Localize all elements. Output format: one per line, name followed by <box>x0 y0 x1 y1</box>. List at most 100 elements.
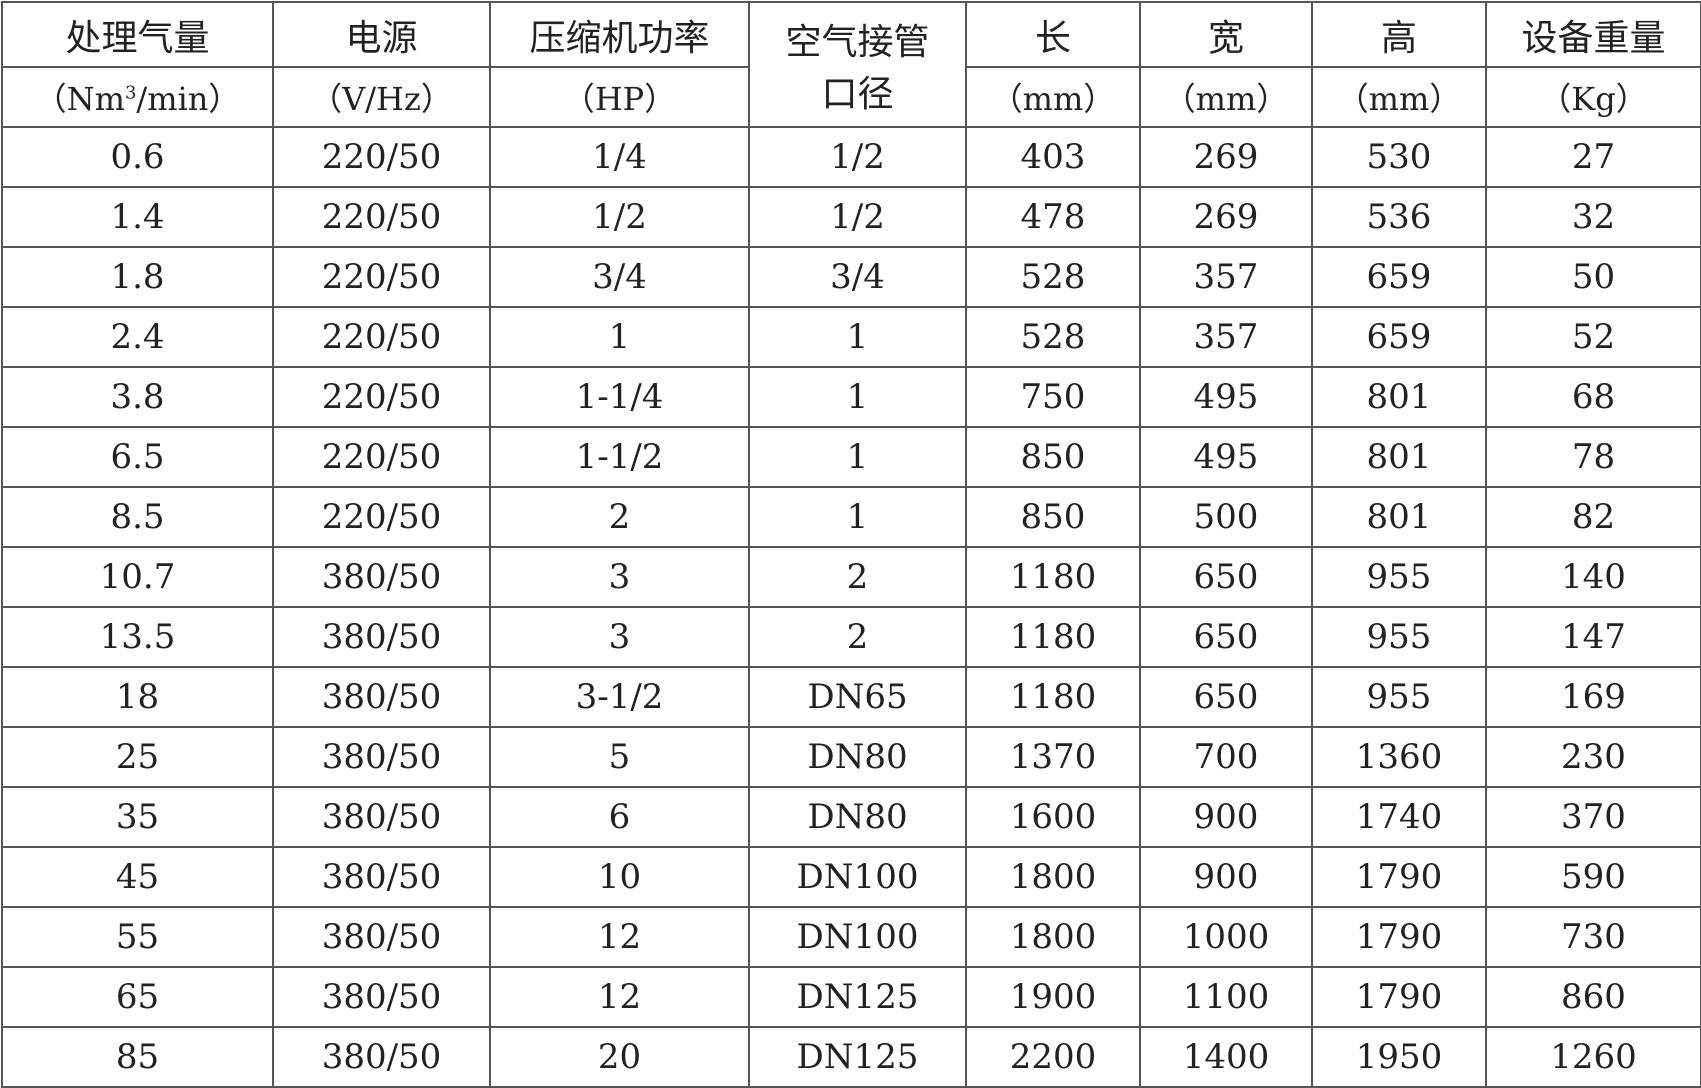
table-cell: 55 <box>1 906 274 968</box>
table-cell: DN80 <box>748 726 967 788</box>
table-row: 18 380/50 3-1/2 DN65 1180 650 955 169 <box>1 666 1701 728</box>
table-cell: 900 <box>1139 786 1313 848</box>
table-cell: 6.5 <box>1 426 274 488</box>
table-cell: 1800 <box>965 906 1141 968</box>
table-cell: 860 <box>1485 966 1701 1028</box>
unit-flow: （Nm3/min） <box>1 66 274 128</box>
table-cell: 495 <box>1139 426 1313 488</box>
table-cell: 700 <box>1139 726 1313 788</box>
unit-width: （mm） <box>1139 66 1313 128</box>
table-cell: 850 <box>965 426 1141 488</box>
table-cell: 536 <box>1311 186 1487 248</box>
table-cell: 85 <box>1 1026 274 1088</box>
table-cell: DN65 <box>748 666 967 728</box>
header-flow: 处理气量 <box>1 1 274 68</box>
table-cell: 2.4 <box>1 306 274 368</box>
table-cell: 8.5 <box>1 486 274 548</box>
table-cell: 530 <box>1311 126 1487 188</box>
table-cell: 220/50 <box>272 246 491 308</box>
table-row: 55 380/50 12 DN100 1800 1000 1790 730 <box>1 906 1701 968</box>
table-cell: 68 <box>1485 366 1701 428</box>
table-cell: 1360 <box>1311 726 1487 788</box>
table-cell: DN100 <box>748 846 967 908</box>
unit-weight: （Kg） <box>1485 66 1701 128</box>
table-cell: 1180 <box>965 606 1141 668</box>
table-cell: 590 <box>1485 846 1701 908</box>
table-cell: 10 <box>489 846 750 908</box>
table-row: 45 380/50 10 DN100 1800 900 1790 590 <box>1 846 1701 908</box>
header-air-connection-line1: 空气接管 <box>785 21 930 63</box>
table-row: 6.5 220/50 1-1/2 1 850 495 801 78 <box>1 426 1701 488</box>
table-cell: 1000 <box>1139 906 1313 968</box>
table-row: 0.6 220/50 1/4 1/2 403 269 530 27 <box>1 126 1701 188</box>
table-cell: 955 <box>1311 606 1487 668</box>
table-cell: 1790 <box>1311 906 1487 968</box>
table-cell: 6 <box>489 786 750 848</box>
table-cell: 0.6 <box>1 126 274 188</box>
table-cell: 35 <box>1 786 274 848</box>
table-cell: 1370 <box>965 726 1141 788</box>
table-cell: 750 <box>965 366 1141 428</box>
header-row: 处理气量 电源 压缩机功率 空气接管 口径 长 宽 高 设备重量 <box>1 1 1701 128</box>
header-height: 高 <box>1311 1 1487 68</box>
table-cell: 220/50 <box>272 186 491 248</box>
table-row: 35 380/50 6 DN80 1600 900 1740 370 <box>1 786 1701 848</box>
header-width: 宽 <box>1139 1 1313 68</box>
table-cell: 1740 <box>1311 786 1487 848</box>
table-row: 1.4 220/50 1/2 1/2 478 269 536 32 <box>1 186 1701 248</box>
table-cell: 380/50 <box>272 1026 491 1088</box>
table-cell: 3/4 <box>489 246 750 308</box>
header-power-supply: 电源 <box>272 1 491 68</box>
table-cell: 230 <box>1485 726 1701 788</box>
table-cell: 955 <box>1311 546 1487 608</box>
table-cell: 801 <box>1311 486 1487 548</box>
table-cell: 1/2 <box>748 126 967 188</box>
table-cell: 1180 <box>965 666 1141 728</box>
unit-flow-suffix: /min） <box>136 80 241 118</box>
table-cell: 1 <box>748 306 967 368</box>
table-cell: 380/50 <box>272 606 491 668</box>
table-cell: 955 <box>1311 666 1487 728</box>
table-cell: 1790 <box>1311 846 1487 908</box>
table-cell: 659 <box>1311 306 1487 368</box>
table-cell: 1.8 <box>1 246 274 308</box>
table-row: 8.5 220/50 2 1 850 500 801 82 <box>1 486 1701 548</box>
table-cell: 3/4 <box>748 246 967 308</box>
table-cell: DN125 <box>748 1026 967 1088</box>
table-cell: 82 <box>1485 486 1701 548</box>
table-cell: 3 <box>489 606 750 668</box>
table-cell: 380/50 <box>272 846 491 908</box>
table-row: 1.8 220/50 3/4 3/4 528 357 659 50 <box>1 246 1701 308</box>
unit-length: （mm） <box>965 66 1141 128</box>
table-row: 2.4 220/50 1 1 528 357 659 52 <box>1 306 1701 368</box>
table-cell: 220/50 <box>272 126 491 188</box>
unit-flow-prefix: （Nm <box>34 80 125 118</box>
table-cell: 52 <box>1485 306 1701 368</box>
table-cell: 10.7 <box>1 546 274 608</box>
table-cell: DN80 <box>748 786 967 848</box>
table-cell: 1260 <box>1485 1026 1701 1088</box>
table-cell: 65 <box>1 966 274 1028</box>
unit-row: （Nm3/min） （V/Hz） （HP） （mm） （mm） （mm） （Kg… <box>1 66 1701 128</box>
table-cell: 12 <box>489 906 750 968</box>
table-cell: 357 <box>1139 246 1313 308</box>
table-cell: 2 <box>489 486 750 548</box>
header-compressor-power: 压缩机功率 <box>489 1 750 68</box>
table-cell: 357 <box>1139 306 1313 368</box>
table-cell: 380/50 <box>272 546 491 608</box>
table-cell: 495 <box>1139 366 1313 428</box>
table-cell: 220/50 <box>272 426 491 488</box>
table-cell: 1/2 <box>489 186 750 248</box>
table-cell: 50 <box>1485 246 1701 308</box>
table-cell: 32 <box>1485 186 1701 248</box>
table-cell: 269 <box>1139 126 1313 188</box>
table-cell: 370 <box>1485 786 1701 848</box>
table-cell: 78 <box>1485 426 1701 488</box>
table-cell: 900 <box>1139 846 1313 908</box>
table-row: 10.7 380/50 3 2 1180 650 955 140 <box>1 546 1701 608</box>
table-cell: 2200 <box>965 1026 1141 1088</box>
table-row: 85 380/50 20 DN125 2200 1400 1950 1260 <box>1 1026 1701 1088</box>
table-cell: 1 <box>748 486 967 548</box>
table-cell: 403 <box>965 126 1141 188</box>
